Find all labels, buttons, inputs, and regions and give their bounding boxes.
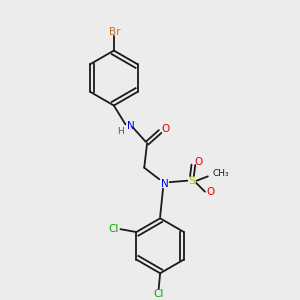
- Text: O: O: [194, 157, 203, 167]
- Text: Cl: Cl: [154, 290, 164, 299]
- Text: CH₃: CH₃: [212, 169, 229, 178]
- Text: N: N: [127, 121, 134, 131]
- Text: Br: Br: [109, 27, 121, 37]
- Text: O: O: [161, 124, 170, 134]
- Text: O: O: [206, 187, 214, 197]
- Text: S: S: [188, 176, 196, 186]
- Text: H: H: [117, 127, 124, 136]
- Text: N: N: [160, 178, 168, 189]
- Text: Cl: Cl: [109, 224, 119, 234]
